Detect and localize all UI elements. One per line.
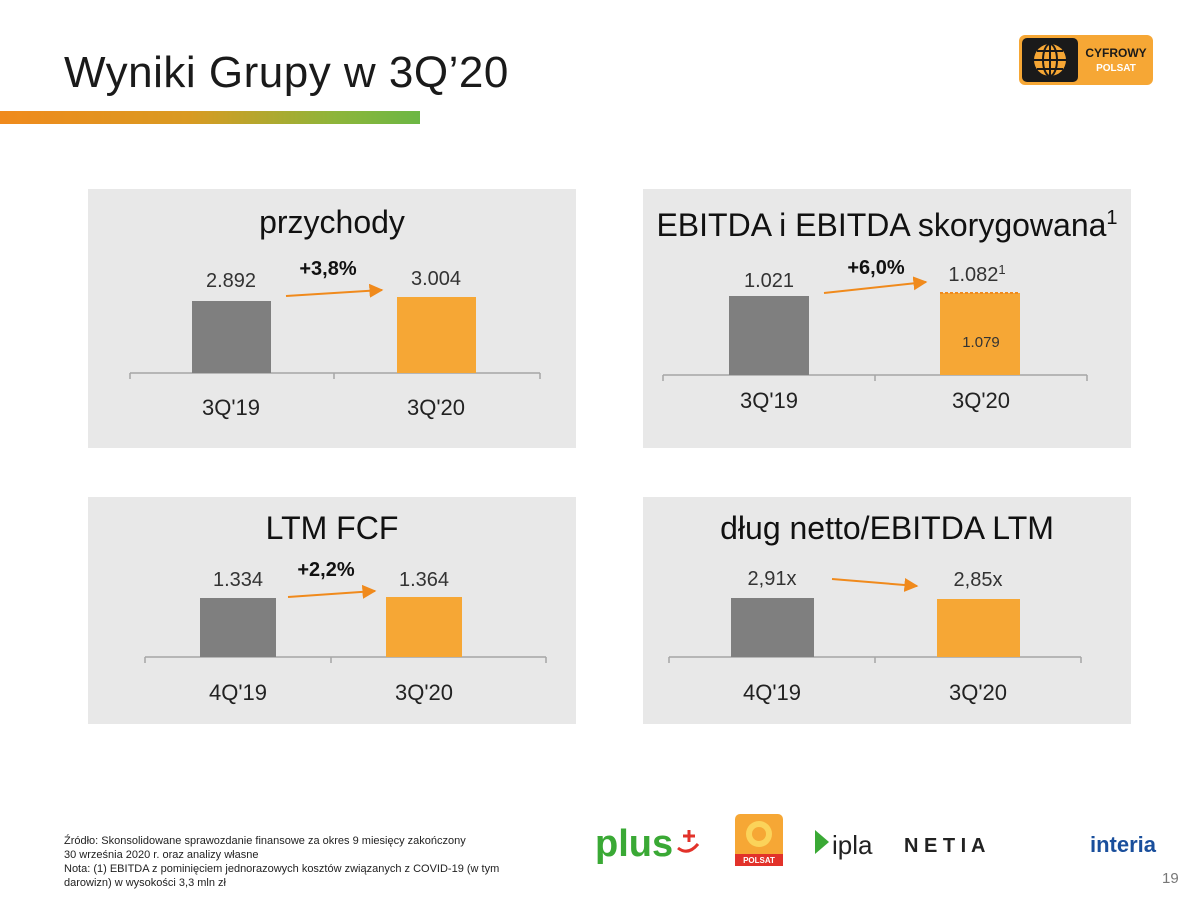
panel-ltm-fcf: LTM FCF 1.334 1.364 +2,2% 4Q'19 3Q'20 [88, 497, 576, 724]
panel-revenue: przychody 2.892 3.004 +3,8% 3Q'19 3Q'20 [88, 189, 576, 448]
bar-4q19 [731, 598, 814, 657]
bar-3q19 [729, 296, 809, 375]
panel-ebitda: EBITDA i EBITDA skorygowana1 1.079 1.021… [643, 189, 1131, 448]
title-footnote-mark: 1 [1106, 207, 1117, 229]
logo-text-bottom: POLSAT [1096, 63, 1136, 74]
bar-value-label: 3.004 [411, 268, 461, 290]
chart-title: EBITDA i EBITDA skorygowana1 [656, 207, 1117, 243]
note-line: Nota: (1) EBITDA z pominięciem jednorazo… [64, 863, 500, 875]
chart-ltm-fcf: 1.334 1.364 +2,2% 4Q'19 3Q'20 [144, 559, 547, 705]
bar-value-label: 1.364 [399, 569, 449, 591]
title-underline [0, 111, 420, 124]
bar-3q20 [937, 599, 1020, 657]
change-label: +2,2% [297, 559, 354, 581]
plus-logo: plus [595, 823, 700, 865]
category-label: 4Q'19 [743, 680, 801, 705]
category-label: 3Q'19 [202, 395, 260, 420]
change-arrow [285, 283, 384, 298]
chart-net-debt: 2,91x 2,85x 4Q'19 3Q'20 [668, 568, 1082, 705]
cyfrowy-polsat-logo: CYFROWY POLSAT [1019, 35, 1153, 85]
bar-value-label: 1.334 [213, 569, 263, 591]
change-arrow [823, 276, 928, 294]
bar-value-label: 2,91x [748, 568, 797, 590]
panel-net-debt: dług netto/EBITDA LTM 2,91x 2,85x 4Q'19 … [643, 497, 1131, 724]
note-line: darowizn) w wysokości 3,3 mln zł [64, 877, 226, 889]
bar-value-label: 1.021 [744, 270, 794, 292]
source-note: Źródło: Skonsolidowane sprawozdanie fina… [64, 834, 554, 890]
bar-3q20 [397, 297, 476, 373]
change-label: +3,8% [299, 258, 356, 280]
polsat-logo: POLSAT [735, 814, 783, 866]
category-label: 4Q'19 [209, 680, 267, 705]
change-arrow [831, 577, 919, 592]
category-label: 3Q'19 [740, 388, 798, 413]
value-footnote-mark: 1 [998, 262, 1005, 277]
change-label: +6,0% [847, 257, 904, 279]
svg-text:POLSAT: POLSAT [743, 856, 775, 865]
svg-text:ipla: ipla [832, 830, 873, 860]
bar-inner-label: 1.079 [962, 334, 1000, 351]
brand-logos: plus POLSAT ipla N E T I A interia [595, 814, 1157, 866]
chart-title: przychody [259, 204, 405, 240]
page-title: Wyniki Grupy w 3Q’20 [64, 48, 509, 97]
bar-value-label: 2,85x [954, 569, 1003, 591]
chart-title: dług netto/EBITDA LTM [720, 510, 1054, 546]
ipla-logo: ipla [815, 830, 873, 860]
category-label: 3Q'20 [407, 395, 465, 420]
source-line: Źródło: Skonsolidowane sprawozdanie fina… [64, 835, 466, 847]
bar-3q19 [192, 301, 271, 373]
logo-text-top: CYFROWY [1085, 46, 1146, 60]
category-label: 3Q'20 [952, 388, 1010, 413]
category-label: 3Q'20 [949, 680, 1007, 705]
svg-text:plus: plus [595, 823, 673, 865]
page-number: 19 [1162, 870, 1179, 887]
bar-3q20 [386, 597, 462, 657]
source-line: 30 września 2020 r. oraz analizy własne [64, 849, 259, 861]
bar-value-label: 1.0821 [948, 262, 1005, 286]
chart-revenue: 2.892 3.004 +3,8% 3Q'19 3Q'20 [129, 258, 541, 420]
bar-4q19 [200, 598, 276, 657]
change-arrow [287, 584, 377, 599]
netia-logo: N E T I A [904, 835, 985, 857]
bar-3q20 [940, 293, 1020, 375]
bar-value-label: 2.892 [206, 270, 256, 292]
interia-logo: interia [1090, 832, 1157, 857]
category-label: 3Q'20 [395, 680, 453, 705]
chart-ebitda: EBITDA i EBITDA skorygowana1 1.079 1.021… [656, 207, 1117, 413]
chart-title: LTM FCF [265, 510, 399, 546]
